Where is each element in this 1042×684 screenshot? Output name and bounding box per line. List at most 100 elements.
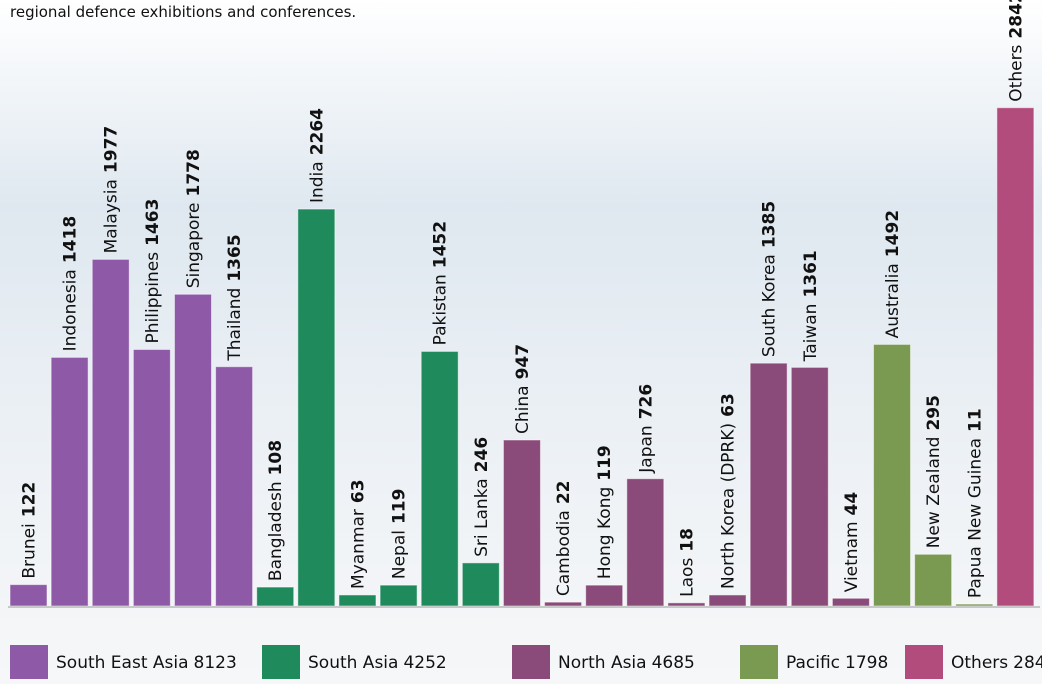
category-label: Others: [1006, 44, 1026, 101]
bar: [133, 349, 170, 606]
bar-label: Indonesia 1418: [61, 216, 81, 352]
category-label: Singapore: [184, 202, 204, 288]
category-label: Nepal: [390, 530, 410, 579]
value-label: 18: [677, 528, 697, 552]
category-label: Australia: [883, 263, 903, 338]
value-label: 1492: [883, 210, 903, 257]
legend-total: 1798: [845, 653, 888, 673]
legend-total: 4685: [652, 653, 695, 673]
legend-name: Pacific: [786, 653, 840, 673]
value-label: 947: [513, 344, 533, 380]
bar-label: Cambodia 22: [554, 480, 574, 596]
bar-label: Thailand 1365: [225, 234, 245, 361]
bar: [298, 209, 335, 606]
category-label: Brunei: [20, 523, 40, 578]
bar: [503, 440, 540, 606]
value-label: 119: [390, 489, 410, 525]
value-label: 22: [554, 480, 574, 504]
legend-name: Others: [951, 653, 1008, 673]
bar-label: Sri Lanka 246: [472, 437, 492, 557]
value-label: 1361: [801, 250, 821, 297]
legend-total: 4252: [403, 653, 446, 673]
bar-label: Taiwan 1361: [801, 250, 821, 362]
bar-label: Japan726: [636, 384, 656, 474]
bar: [257, 587, 294, 606]
bar: [874, 344, 911, 606]
bar-label: Bangladesh 108: [266, 440, 286, 581]
value-label: 108: [266, 440, 286, 476]
bar-label: Nepal 119: [390, 489, 410, 580]
category-label: Bangladesh: [266, 481, 286, 581]
legend-swatch: [262, 645, 300, 679]
category-label: Philippines: [143, 252, 163, 344]
legend-swatch: [512, 645, 550, 679]
bar-label: New Zealand295: [924, 395, 944, 548]
category-label: Cambodia: [554, 510, 574, 596]
category-label: Pakistan: [431, 274, 451, 345]
bar-label: China947: [513, 344, 533, 434]
value-label: 11: [965, 408, 985, 432]
bar-label: Singapore1778: [184, 149, 204, 288]
bar-label: Brunei122: [20, 482, 40, 579]
bar-label: Vietnam 44: [842, 492, 862, 593]
bar: [339, 595, 376, 606]
value-label: 246: [472, 437, 492, 473]
bar-label: India 2264: [307, 108, 327, 203]
legend-label: Others2842: [951, 653, 1042, 673]
legend-swatch: [740, 645, 778, 679]
value-label: 1418: [61, 216, 81, 263]
bar-label: Malaysia 1977: [102, 126, 122, 254]
legend-swatch: [10, 645, 48, 679]
bar-label: Philippines 1463: [143, 199, 163, 344]
value-label: 1463: [143, 199, 163, 246]
bar-label: Others 2842: [1006, 0, 1026, 102]
category-label: Thailand: [225, 288, 245, 362]
bar: [750, 363, 787, 606]
category-label: Myanmar: [348, 509, 368, 589]
value-label: 63: [719, 393, 739, 417]
category-label: Taiwan: [801, 304, 821, 363]
category-label: Indonesia: [61, 269, 81, 351]
bar: [668, 603, 705, 606]
value-label: 2842: [1006, 0, 1026, 39]
bar-label: Myanmar 63: [348, 479, 368, 589]
bar-label: Australia 1492: [883, 210, 903, 339]
value-label: 44: [842, 492, 862, 516]
bar: [92, 259, 129, 606]
category-label: Malaysia: [102, 179, 122, 253]
bar: [627, 479, 664, 606]
bar: [915, 554, 952, 606]
infographic: regional defence exhibitions and confere…: [0, 0, 1042, 684]
value-label: 1365: [225, 234, 245, 281]
bar: [380, 585, 417, 606]
legend-name: South East Asia: [56, 653, 189, 673]
bar: [174, 294, 211, 606]
category-label: Hong Kong: [595, 487, 615, 579]
bar-label: Laos 18: [677, 528, 697, 597]
value-label: 1977: [102, 126, 122, 173]
category-label: Sri Lanka: [472, 478, 492, 557]
bar: [709, 595, 746, 606]
category-label: Laos: [677, 558, 697, 597]
bar: [791, 367, 828, 606]
legend-total: 8123: [194, 653, 237, 673]
category-label: Japan: [636, 425, 656, 473]
value-label: 63: [348, 479, 368, 503]
bar: [997, 108, 1034, 606]
bar: [10, 585, 47, 606]
legend-swatch: [905, 645, 943, 679]
bar: [956, 604, 993, 606]
bar: [51, 357, 88, 606]
legend-name: North Asia: [558, 653, 647, 673]
bar: [216, 367, 253, 606]
value-label: 1452: [431, 221, 451, 268]
category-label: New Zealand: [924, 437, 944, 549]
category-label: India: [307, 161, 327, 203]
value-label: 119: [595, 445, 615, 481]
value-label: 2264: [307, 108, 327, 155]
bar-label: Hong Kong 119: [595, 445, 615, 579]
legend-total: 2842: [1013, 653, 1042, 673]
category-label: Vietnam: [842, 521, 862, 592]
